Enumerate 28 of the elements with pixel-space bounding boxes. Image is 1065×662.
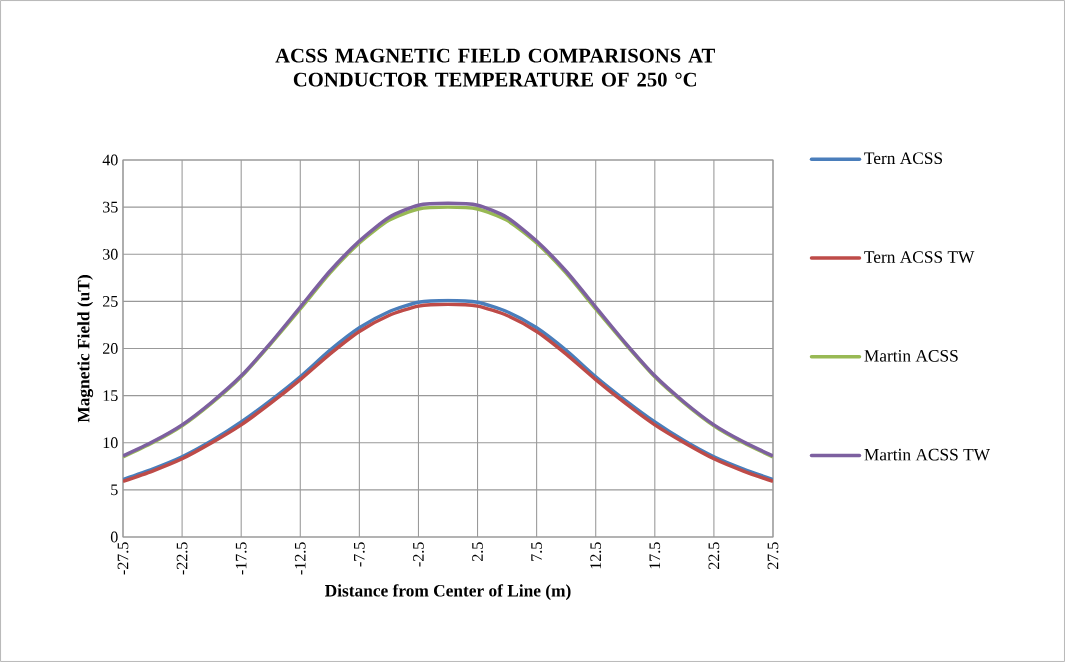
legend-label: Martin ACSS <box>864 350 958 362</box>
x-tick-label: -12.5 <box>294 542 306 575</box>
x-axis-title: Distance from Center of Line (m) <box>325 584 571 601</box>
y-tick-label: 25 <box>103 296 118 307</box>
x-tick-label: -22.5 <box>176 542 188 575</box>
y-tick-label: 15 <box>103 390 118 401</box>
x-tick-label: 27.5 <box>767 542 779 569</box>
x-tick-label: -2.5 <box>413 542 424 567</box>
x-tick-label: 2.5 <box>472 542 483 561</box>
x-tick-label: -17.5 <box>235 542 247 575</box>
y-tick-label: 30 <box>103 248 118 260</box>
y-tick-label: 35 <box>103 201 118 213</box>
y-tick-label: 10 <box>103 437 118 449</box>
y-tick-label: 40 <box>102 154 118 166</box>
legend-label: Tern ACSS TW <box>864 251 975 263</box>
y-tick-label: 0 <box>110 531 118 543</box>
x-tick-label: 7.5 <box>531 542 542 561</box>
x-tick-label: -7.5 <box>354 542 365 567</box>
legend-label: Martin ACSS TW <box>864 448 991 461</box>
legend-label: Tern ACSS <box>864 152 943 165</box>
x-tick-label: 12.5 <box>590 542 602 569</box>
x-tick-label: 17.5 <box>649 542 661 569</box>
chart-title: ACSS MAGNETIC FIELD COMPARISONS AT CONDUCTOR TEMPERATURE OF 250 °C <box>275 48 715 87</box>
x-tick-label: -27.5 <box>117 542 129 575</box>
x-tick-label: 22.5 <box>708 542 720 569</box>
y-tick-label: 20 <box>103 343 118 354</box>
y-axis-title: Magnetic Field (uT) <box>77 275 94 423</box>
y-tick-label: 5 <box>111 484 118 496</box>
